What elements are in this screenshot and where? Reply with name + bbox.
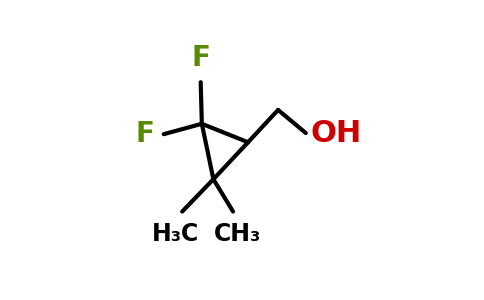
Text: CH₃: CH₃ — [214, 222, 261, 246]
Text: OH: OH — [310, 118, 362, 148]
Text: F: F — [191, 44, 210, 72]
Text: F: F — [136, 120, 154, 148]
Text: H₃C: H₃C — [151, 222, 199, 246]
